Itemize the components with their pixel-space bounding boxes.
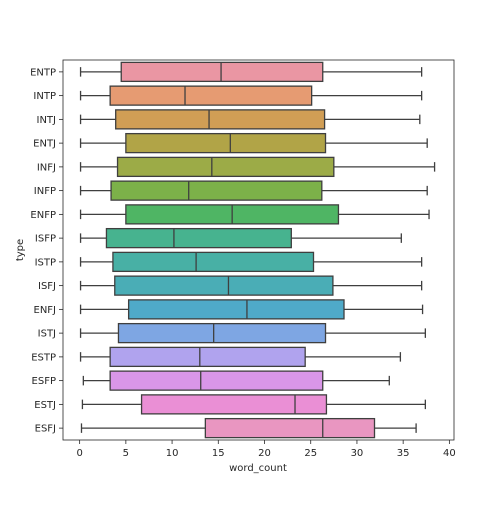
y-tick-label: ESTJ (34, 400, 56, 411)
y-tick-label: INTP (33, 91, 56, 102)
iqr-box (110, 180, 323, 201)
iqr-box (127, 299, 345, 320)
y-tick-label: ENFP (30, 210, 56, 221)
box-group-istp (79, 251, 423, 273)
y-tick-label: ESTP (31, 352, 56, 363)
iqr-box (120, 61, 324, 83)
iqr-box (125, 132, 327, 154)
iqr-box (105, 227, 292, 249)
box-group-infp (79, 180, 428, 201)
box-group-estp (79, 346, 402, 368)
iqr-box (109, 370, 324, 391)
y-tick-label: ISTJ (38, 329, 56, 340)
y-tick-label: ENTP (30, 67, 56, 78)
iqr-box (112, 251, 315, 273)
box-group-infj (79, 156, 436, 178)
y-tick-label: ISTP (35, 257, 56, 268)
y-tick-label: ISFP (35, 234, 56, 245)
iqr-box (140, 394, 328, 415)
iqr-box (204, 417, 376, 439)
x-axis-label: word_count (229, 463, 287, 474)
box-group-entj (79, 132, 428, 154)
y-tick-label: ESFJ (35, 424, 56, 435)
x-tick-label: 25 (304, 448, 317, 459)
x-tick-label: 10 (166, 448, 179, 459)
boxes-layer (79, 61, 436, 439)
iqr-box (109, 85, 313, 106)
x-tick-label: 5 (123, 448, 129, 459)
plot-frame (62, 59, 455, 441)
ticks-layer: ENTP INTP INTJ ENTJ INFJ INFP ENFP ISFP ISTP ISFJ… (30, 67, 456, 459)
box-group-estj (81, 394, 426, 415)
iqr-box (114, 275, 334, 296)
box-group-intp (79, 85, 423, 106)
x-tick-label: 15 (212, 448, 225, 459)
y-tick-label: ISFJ (38, 281, 56, 292)
y-tick-label: ESFP (32, 376, 56, 387)
box-group-isfj (79, 275, 423, 296)
y-tick-label: ENFJ (34, 305, 57, 316)
x-tick-label: 35 (397, 448, 410, 459)
box-group-entp (79, 61, 423, 83)
iqr-box (109, 346, 306, 368)
x-tick-label: 20 (258, 448, 271, 459)
box-group-istj (79, 322, 426, 344)
y-tick-label: INFJ (37, 162, 56, 173)
box-group-isfp (79, 227, 402, 249)
x-tick-label: 0 (76, 448, 82, 459)
x-tick-label: 40 (443, 448, 456, 459)
x-tick-label: 30 (351, 448, 364, 459)
iqr-box (117, 322, 327, 344)
y-axis-label: type (15, 239, 26, 261)
box-group-intj (79, 109, 421, 130)
box-group-enfp (79, 204, 430, 225)
y-tick-label: INFP (34, 186, 56, 197)
iqr-box (115, 109, 326, 130)
y-tick-label: ENTJ (33, 139, 56, 150)
iqr-box (116, 156, 335, 178)
box-group-enfj (79, 299, 424, 320)
box-group-esfp (82, 370, 390, 391)
box-group-esfj (80, 417, 417, 439)
y-tick-label: INTJ (37, 115, 57, 126)
